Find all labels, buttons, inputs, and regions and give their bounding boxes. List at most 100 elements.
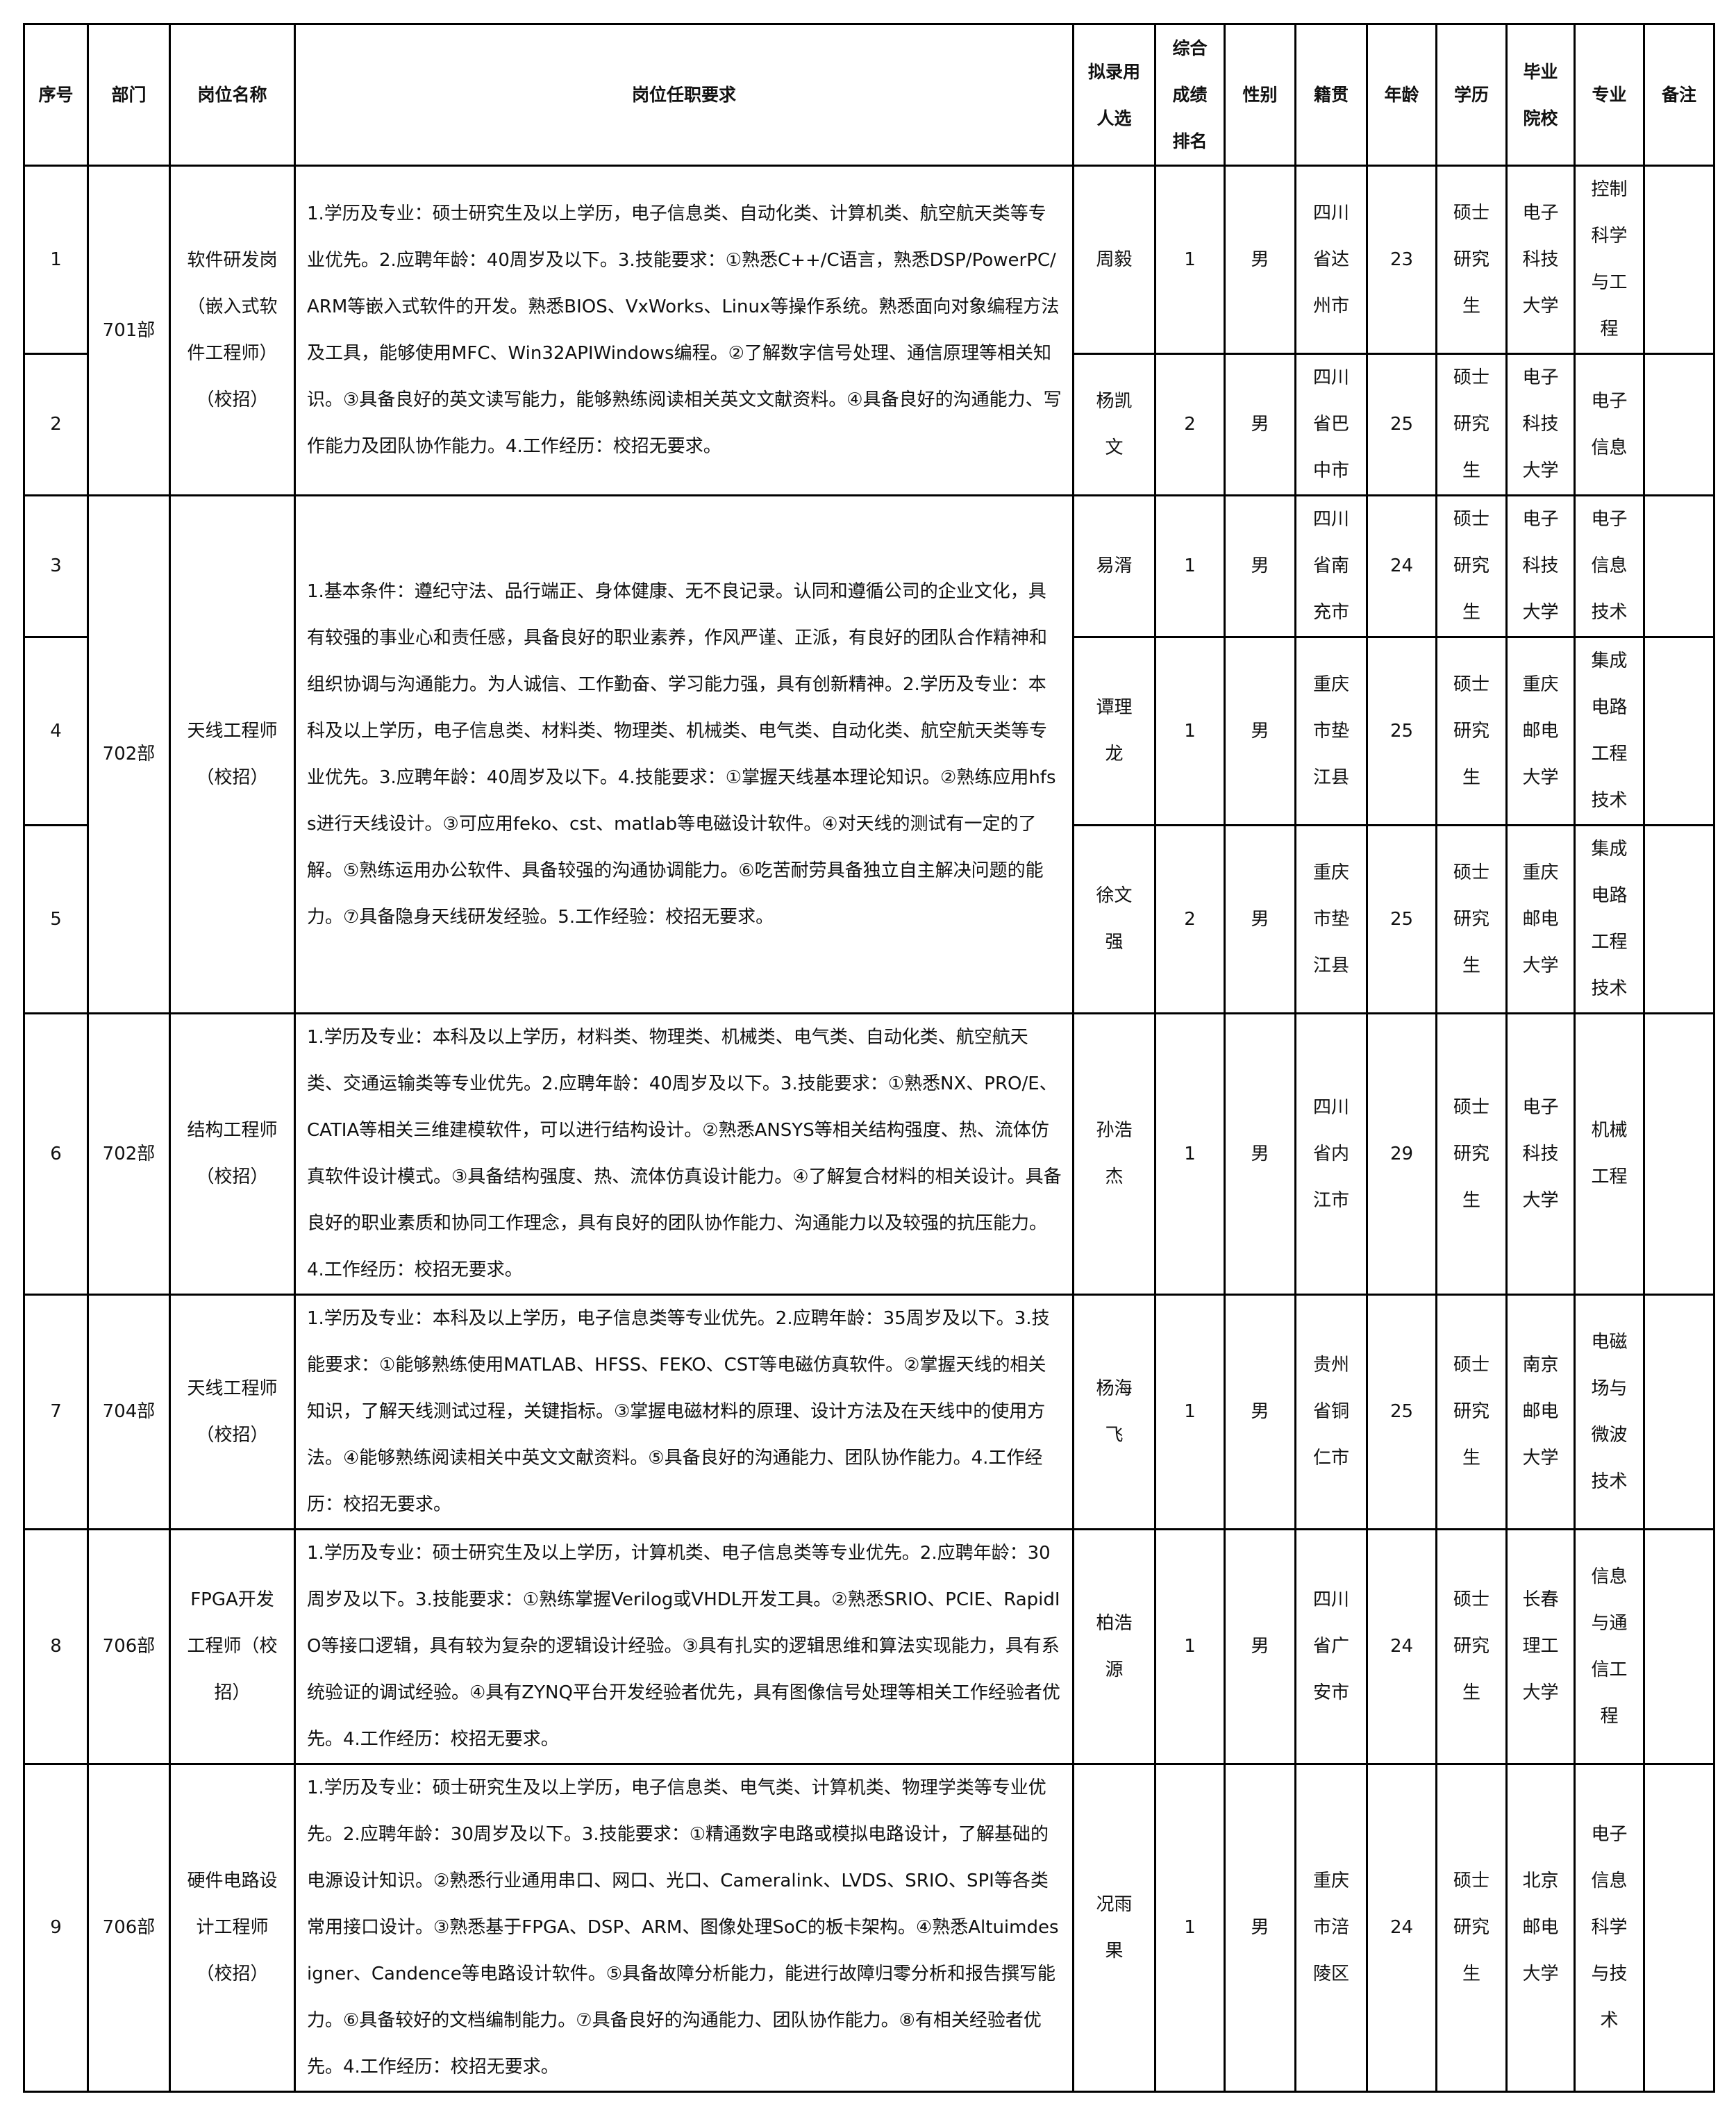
cell-no: 5 (23, 824, 89, 1014)
cell-gender: 男 (1224, 353, 1296, 496)
cell-origin: 重庆市垫江县 (1294, 824, 1368, 1014)
cell-school: 电子科技大学 (1505, 1012, 1576, 1296)
cell-gender: 男 (1224, 636, 1296, 826)
cell-education: 硕士研究生 (1435, 165, 1508, 355)
cell-major: 信息与通信工程 (1574, 1528, 1645, 1765)
cell-major: 集成电路工程技术 (1574, 636, 1645, 826)
cell-note (1643, 1763, 1715, 2093)
header-col-rank: 综合成绩排名 (1154, 23, 1226, 167)
cell-rank: 2 (1154, 353, 1226, 496)
cell-note (1643, 1294, 1715, 1530)
table-row: 5 徐文强 2 男重庆市垫江县 25 硕士研究生 重庆邮电大学 集成电路工程技术 (23, 824, 1715, 1014)
cell-school: 电子科技大学 (1505, 353, 1576, 496)
cell-age: 25 (1366, 1294, 1437, 1530)
cell-age: 29 (1366, 1012, 1437, 1296)
table-row: 2 杨凯文 2 男四川省巴中市 25 硕士研究生 电子科技大学 电子信息 (23, 353, 1715, 496)
cell-major: 电子信息科学与技术 (1574, 1763, 1645, 2093)
cell-no: 7 (23, 1294, 89, 1530)
header-col-dept: 部门 (87, 23, 171, 167)
cell-age: 24 (1366, 1763, 1437, 2093)
header-col-requirement: 岗位任职要求 (294, 23, 1074, 167)
cell-age: 25 (1366, 636, 1437, 826)
cell-rank: 1 (1154, 1763, 1226, 2093)
cell-education: 硕士研究生 (1435, 1012, 1508, 1296)
header-col-origin: 籍贯 (1294, 23, 1368, 167)
cell-origin: 四川省达州市 (1294, 165, 1368, 355)
cell-no: 8 (23, 1528, 89, 1765)
cell-gender: 男 (1224, 1294, 1296, 1530)
cell-note (1643, 1528, 1715, 1765)
cell-education: 硕士研究生 (1435, 1294, 1508, 1530)
cell-dept: 706部 (87, 1763, 171, 2093)
cell-dept: 701部 (87, 165, 171, 496)
header-col-note: 备注 (1643, 23, 1715, 167)
cell-candidate: 柏浩源 (1072, 1528, 1156, 1765)
cell-age: 25 (1366, 353, 1437, 496)
cell-major: 电磁场与微波技术 (1574, 1294, 1645, 1530)
cell-rank: 1 (1154, 494, 1226, 638)
cell-no: 1 (23, 165, 89, 355)
cell-education: 硕士研究生 (1435, 1528, 1508, 1765)
cell-age: 24 (1366, 1528, 1437, 1765)
cell-requirement: 1.学历及专业：本科及以上学历，电子信息类等专业优先。2.应聘年龄：35周岁及以… (294, 1294, 1074, 1530)
table-row: 6 702部 结构工程师（校招） 1.学历及专业：本科及以上学历，材料类、物理类、机械… (23, 1012, 1715, 1296)
cell-dept: 706部 (87, 1528, 171, 1765)
cell-no: 2 (23, 353, 89, 496)
cell-position: 天线工程师（校招） (169, 494, 296, 1014)
cell-gender: 男 (1224, 165, 1296, 355)
cell-age: 24 (1366, 494, 1437, 638)
cell-dept: 702部 (87, 1012, 171, 1296)
cell-origin: 四川省广安市 (1294, 1528, 1368, 1765)
cell-position: 硬件电路设计工程师（校招） (169, 1763, 296, 2093)
cell-major: 机械工程 (1574, 1012, 1645, 1296)
table-row: 4 谭理龙 1 男重庆市垫江县 25 硕士研究生 重庆邮电大学 集成电路工程技术 (23, 636, 1715, 826)
cell-requirement: 1.学历及专业：硕士研究生及以上学历，电子信息类、电气类、计算机类、物理学类等专… (294, 1763, 1074, 2093)
cell-gender: 男 (1224, 1763, 1296, 2093)
cell-candidate: 孙浩杰 (1072, 1012, 1156, 1296)
cell-education: 硕士研究生 (1435, 1763, 1508, 2093)
cell-rank: 1 (1154, 1012, 1226, 1296)
cell-school: 长春理工大学 (1505, 1528, 1576, 1765)
cell-education: 硕士研究生 (1435, 636, 1508, 826)
cell-major: 电子信息 (1574, 353, 1645, 496)
cell-education: 硕士研究生 (1435, 824, 1508, 1014)
cell-rank: 1 (1154, 1528, 1226, 1765)
cell-origin: 四川省内江市 (1294, 1012, 1368, 1296)
header-col-position: 岗位名称 (169, 23, 296, 167)
cell-position: 软件研发岗（嵌入式软件工程师）（校招） (169, 165, 296, 496)
cell-school: 南京邮电大学 (1505, 1294, 1576, 1530)
header-col-major: 专业 (1574, 23, 1645, 167)
header-col-education: 学历 (1435, 23, 1508, 167)
cell-note (1643, 824, 1715, 1014)
cell-position: 天线工程师（校招） (169, 1294, 296, 1530)
header-row: 序号 部门 岗位名称 岗位任职要求 拟录用人选 综合成绩排名 性别 籍贯 年龄 学历 毕业院校 专业备… (23, 23, 1715, 167)
cell-candidate: 周毅 (1072, 165, 1156, 355)
cell-origin: 四川省南充市 (1294, 494, 1368, 638)
cell-school: 重庆邮电大学 (1505, 636, 1576, 826)
cell-no: 4 (23, 636, 89, 826)
header-col-no: 序号 (23, 23, 89, 167)
cell-school: 重庆邮电大学 (1505, 824, 1576, 1014)
cell-school: 电子科技大学 (1505, 165, 1576, 355)
cell-education: 硕士研究生 (1435, 494, 1508, 638)
cell-note (1643, 1012, 1715, 1296)
cell-dept: 704部 (87, 1294, 171, 1530)
cell-gender: 男 (1224, 1528, 1296, 1765)
cell-major: 电子信息技术 (1574, 494, 1645, 638)
cell-position: FPGA开发工程师（校招） (169, 1528, 296, 1765)
table-row: 8 706部 FPGA开发工程师（校招） 1.学历及专业：硕士研究生及以上学历，计算机… (23, 1528, 1715, 1765)
cell-requirement: 1.基本条件：遵纪守法、品行端正、身体健康、无不良记录。认同和遵循公司的企业文化… (294, 494, 1074, 1014)
recruitment-table: 序号 部门 岗位名称 岗位任职要求 拟录用人选 综合成绩排名 性别 籍贯 年龄 学历 毕业院校 专业备… (23, 23, 1715, 2093)
cell-dept: 702部 (87, 494, 171, 1014)
header-col-school: 毕业院校 (1505, 23, 1576, 167)
header-col-age: 年龄 (1366, 23, 1437, 167)
cell-no: 9 (23, 1763, 89, 2093)
cell-candidate: 杨凯文 (1072, 353, 1156, 496)
cell-position: 结构工程师（校招） (169, 1012, 296, 1296)
cell-major: 集成电路工程技术 (1574, 824, 1645, 1014)
table-row: 7 704部 天线工程师（校招） 1.学历及专业：本科及以上学历，电子信息类等专业优先… (23, 1294, 1715, 1530)
cell-rank: 2 (1154, 824, 1226, 1014)
cell-requirement: 1.学历及专业：本科及以上学历，材料类、物理类、机械类、电气类、自动化类、航空航… (294, 1012, 1074, 1296)
cell-major: 控制科学与工程 (1574, 165, 1645, 355)
table-row: 3 702部 天线工程师（校招） 1.基本条件：遵纪守法、品行端正、身体健康、无不良记… (23, 494, 1715, 1014)
